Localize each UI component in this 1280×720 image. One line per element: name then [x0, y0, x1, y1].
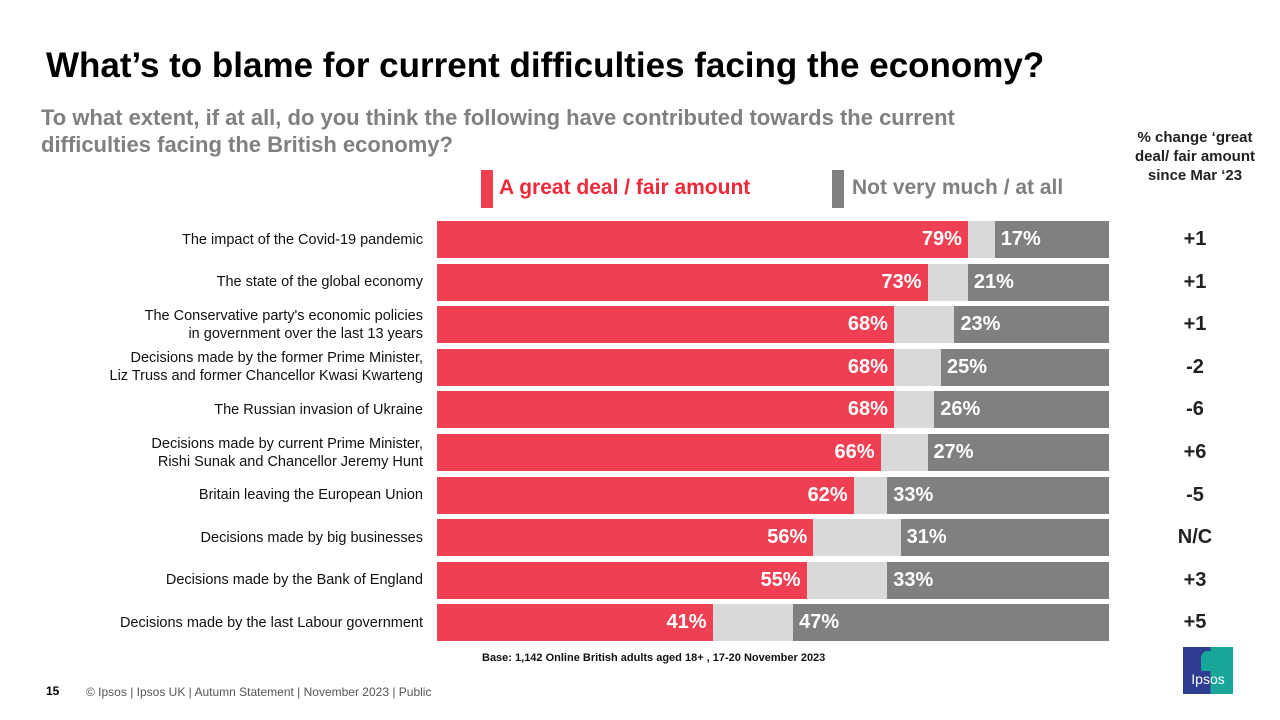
category-label: The Conservative party's economic polici… [144, 307, 423, 342]
change-value: +6 [1183, 441, 1207, 463]
change-value: +1 [1183, 313, 1207, 336]
page-number: 15 [46, 684, 60, 698]
value-label-great-deal: 68% [847, 355, 888, 378]
bar-not-much [954, 306, 1109, 344]
legend-swatch-great-deal [481, 170, 493, 208]
ipsos-logo: Ipsos [1183, 647, 1233, 694]
bar-great-deal [437, 348, 894, 386]
bar-remainder [813, 519, 901, 557]
category-label: Decisions made by the Bank of England [165, 572, 423, 589]
legend-label-great-deal: A great deal / fair amount [499, 176, 751, 199]
value-label-great-deal: 41% [666, 611, 707, 634]
change-value: -5 [1186, 483, 1204, 506]
value-label-not-much: 27% [933, 441, 974, 463]
change-value: +1 [1183, 270, 1207, 293]
logo-text: Ipsos [1191, 671, 1225, 687]
change-value: -2 [1186, 355, 1204, 378]
bar-remainder [712, 604, 794, 642]
bar-remainder [967, 221, 995, 258]
category-label: The Russian invasion of Ukraine [214, 401, 423, 418]
bar-not-much [994, 221, 1109, 258]
value-label-not-much: 21% [973, 270, 1014, 293]
value-label-great-deal: 73% [881, 270, 922, 293]
chart-subtitle: To what extent, if at all, do you think … [41, 105, 955, 157]
base-footnote: Base: 1,142 Online British adults aged 1… [482, 652, 826, 664]
category-label: Decisions made by big businesses [200, 529, 423, 546]
value-label-not-much: 23% [960, 313, 1001, 336]
bar-not-much [887, 561, 1109, 599]
bar-not-much [927, 434, 1109, 471]
bar-remainder [893, 348, 941, 386]
value-label-great-deal: 68% [847, 313, 888, 336]
value-label-not-much: 33% [893, 483, 934, 506]
bar-remainder [927, 263, 968, 301]
bar-great-deal [437, 604, 713, 642]
category-label: Britain leaving the European Union [198, 487, 423, 504]
value-label-great-deal: 56% [767, 526, 808, 549]
footer-text: © Ipsos | Ipsos UK | Autumn Statement | … [86, 685, 432, 699]
bar-great-deal [437, 263, 928, 301]
bar-great-deal [437, 391, 894, 429]
value-label-great-deal: 66% [834, 441, 875, 463]
value-label-great-deal: 62% [807, 483, 848, 506]
bar-remainder [806, 561, 888, 599]
chart-title: What’s to blame for current difficulties… [46, 46, 1045, 85]
bar-not-much [793, 604, 1109, 642]
change-value: -6 [1186, 398, 1204, 421]
legend-label-not-much: Not very much / at all [852, 176, 1064, 199]
value-label-great-deal: 79% [921, 228, 962, 250]
category-label: Decisions made by the former Prime Minis… [109, 350, 424, 385]
bar-not-much [934, 391, 1109, 429]
bar-not-much [967, 263, 1109, 301]
bar-not-much [941, 348, 1109, 386]
category-label: Decisions made by the last Labour govern… [119, 614, 423, 631]
bar-great-deal [437, 306, 894, 344]
bar-remainder [893, 306, 955, 344]
bar-not-much [887, 476, 1109, 514]
bar-not-much [900, 519, 1109, 557]
value-label-not-much: 33% [893, 568, 934, 591]
bar-remainder [893, 391, 935, 429]
value-label-not-much: 25% [947, 355, 988, 378]
change-value: +3 [1183, 568, 1207, 591]
value-label-not-much: 47% [799, 611, 840, 634]
bar-great-deal [437, 221, 968, 258]
change-value: +5 [1183, 611, 1207, 634]
category-label: The state of the global economy [216, 274, 423, 291]
bar-remainder [853, 476, 888, 514]
change-value: N/C [1177, 526, 1213, 549]
value-label-great-deal: 55% [760, 568, 801, 591]
category-label: The impact of the Covid-19 pandemic [182, 231, 423, 248]
value-label-not-much: 31% [906, 526, 947, 549]
logo-head-icon [1201, 651, 1215, 671]
change-column-header: % change ‘great deal/ fair amount since … [1134, 129, 1256, 184]
bar-great-deal [437, 519, 814, 557]
change-value: +1 [1183, 228, 1207, 250]
category-label: Decisions made by current Prime Minister… [151, 435, 423, 470]
value-label-great-deal: 68% [847, 398, 888, 421]
bar-great-deal [437, 476, 854, 514]
value-label-not-much: 17% [1000, 228, 1041, 250]
bar-remainder [880, 434, 928, 471]
value-label-not-much: 26% [940, 398, 981, 421]
bar-great-deal [437, 434, 881, 471]
bar-great-deal [437, 561, 807, 599]
legend-swatch-not-much [832, 170, 844, 208]
